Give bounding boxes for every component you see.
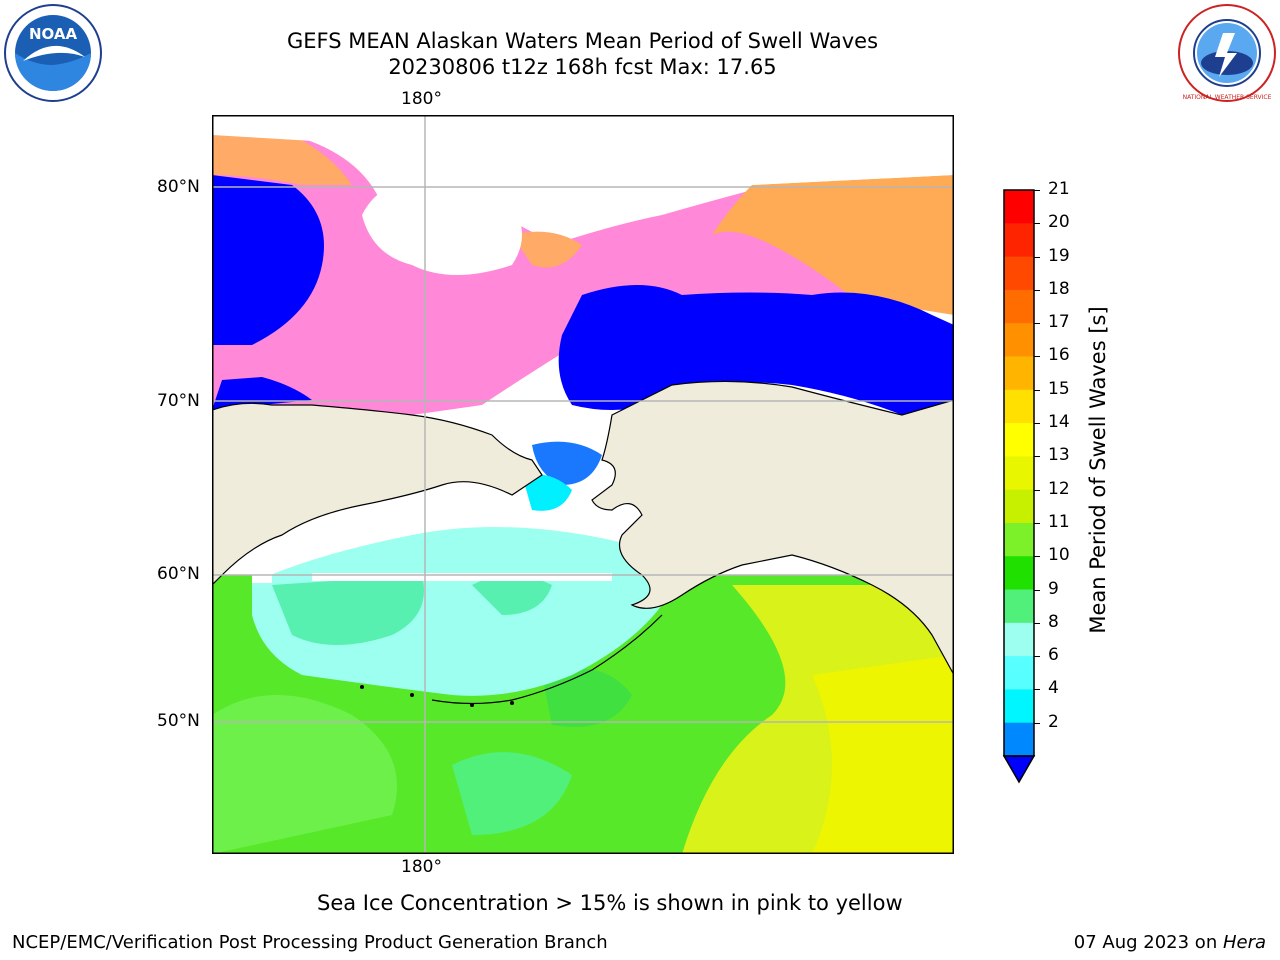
noaa-logo: NOAA	[3, 3, 103, 103]
colorbar-tick-label: 19	[1048, 245, 1070, 266]
alaska-land	[591, 380, 954, 676]
colorbar-tick-label: 15	[1048, 378, 1070, 399]
colorbar-segment	[1004, 722, 1034, 757]
colorbar-svg	[1002, 189, 1036, 784]
colorbar-tick-mark	[1034, 722, 1040, 724]
colorbar-tick-label: 18	[1048, 278, 1070, 299]
colorbar-segment	[1004, 689, 1034, 724]
sea-ice-note-text: Sea Ice Concentration > 15% is shown in …	[317, 891, 903, 915]
colorbar-tick-label: 21	[1048, 179, 1070, 199]
colorbar-segment	[1004, 489, 1034, 524]
colorbar-tick-mark	[1034, 522, 1040, 524]
colorbar-segment	[1004, 323, 1034, 357]
colorbar-tick-mark	[1034, 622, 1040, 624]
date-note-text: 07 Aug 2023 on	[1073, 932, 1223, 953]
colorbar-tick-mark	[1034, 190, 1040, 191]
map-panel	[212, 115, 954, 854]
colorbar-tick-mark	[1034, 689, 1040, 691]
colorbar-segment	[1004, 656, 1034, 690]
colorbar-segment	[1004, 190, 1034, 224]
colorbar-tick-label: 17	[1048, 312, 1070, 333]
colorbar-tick-mark	[1034, 256, 1040, 258]
colorbar-segment	[1004, 456, 1034, 491]
colorbar-segment	[1004, 389, 1034, 424]
colorbar-under-arrow	[1002, 755, 1036, 784]
date-note: 07 Aug 2023 on Hera	[1074, 932, 1266, 953]
colorbar-tick-label: 9	[1048, 578, 1059, 599]
short-period-zone-arctic	[558, 285, 954, 415]
colorbar-tick-label: 4	[1048, 678, 1059, 699]
noaa-logo-text: NOAA	[29, 25, 78, 43]
colorbar-label: Mean Period of Swell Waves [s]	[1086, 306, 1110, 634]
colorbar-tick-mark	[1034, 389, 1040, 391]
colorbar-segment	[1004, 556, 1034, 591]
colorbar-tick-label: 12	[1048, 478, 1070, 499]
lat-label-60: 60°N	[157, 564, 200, 584]
colorbar-segment	[1004, 589, 1034, 624]
lon-label-bottom: 180°	[401, 857, 442, 877]
aleutian-islands	[431, 614, 663, 705]
colorbar-segment	[1004, 356, 1034, 391]
colorbar-ticks: 21 20 19 18 17 16 15 14 13 12 11 10 9 8 6 4 2	[1034, 179, 1100, 786]
colorbar-outline	[1003, 189, 1035, 757]
bering-sea-swell	[252, 527, 662, 696]
colorbar-tick-label: 11	[1048, 511, 1070, 532]
lat-label-70: 70°N	[157, 391, 200, 411]
colorbar-tick-mark	[1034, 656, 1040, 658]
colorbar-tick-mark	[1034, 589, 1040, 591]
colorbar-tick-mark	[1034, 489, 1040, 491]
machine-name: Hera	[1222, 932, 1266, 953]
colorbar-segment	[1004, 522, 1034, 557]
colorbar-tick-label: 20	[1048, 212, 1070, 233]
chart-title-line1: GEFS MEAN Alaskan Waters Mean Period of …	[286, 29, 879, 53]
nws-logo: NATIONAL WEATHER SERVICE	[1177, 3, 1277, 103]
siberia-land	[212, 402, 543, 586]
colorbar-tick-mark	[1034, 289, 1040, 291]
chart-title-line2: 20230806 t12z 168h fcst Max: 17.65	[388, 55, 777, 79]
colorbar-tick-mark	[1034, 423, 1040, 425]
map-graticule	[212, 115, 954, 854]
colorbar-tick-mark	[1034, 356, 1040, 358]
colorbar-segment	[1004, 256, 1034, 291]
colorbar-tick-label: 10	[1048, 545, 1070, 566]
colorbar-segment	[1004, 289, 1034, 324]
map-svg	[212, 115, 954, 854]
colorbar	[1000, 186, 1040, 786]
colorbar-tick-label: 14	[1048, 412, 1070, 433]
colorbar-tick-label: 16	[1048, 345, 1070, 366]
lat-label-80: 80°N	[157, 177, 200, 197]
producer-note: NCEP/EMC/Verification Post Processing Pr…	[12, 932, 608, 953]
colorbar-segment	[1004, 223, 1034, 258]
lon-label-top: 180°	[401, 89, 442, 109]
colorbar-segment	[1004, 423, 1034, 457]
nws-logo-text: NATIONAL WEATHER SERVICE	[1183, 94, 1272, 101]
colorbar-tick-mark	[1034, 323, 1040, 325]
colorbar-tick-label: 8	[1048, 611, 1059, 632]
colorbar-tick-label: 2	[1048, 711, 1059, 732]
colorbar-tick-label: 13	[1048, 445, 1070, 466]
lat-label-50: 50°N	[157, 711, 200, 731]
colorbar-segment	[1004, 622, 1034, 657]
colorbar-tick-label: 6	[1048, 645, 1059, 666]
short-period-zone-west	[212, 175, 324, 345]
colorbar-tick-mark	[1034, 556, 1040, 558]
colorbar-tick-mark	[1034, 223, 1040, 225]
colorbar-tick-mark	[1034, 456, 1040, 458]
